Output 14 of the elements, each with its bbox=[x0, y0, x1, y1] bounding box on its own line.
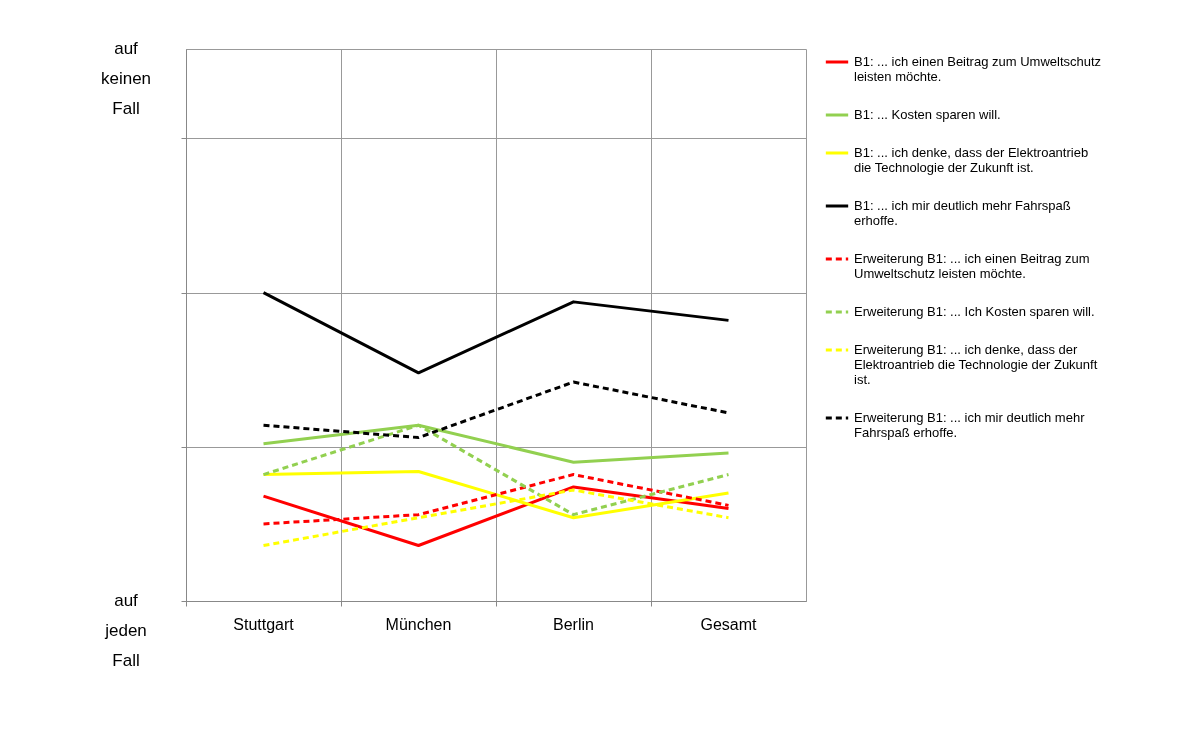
x-tick-label: Stuttgart bbox=[233, 615, 295, 633]
legend-label: Erweiterung B1: ... ich einen Beitrag zum Umweltschutz leisten möchte. bbox=[854, 251, 1090, 281]
legend-label: B1: ... ich mir deutlich mehr Fahrspaß erhoffe. bbox=[854, 198, 1071, 228]
legend-label: Erweiterung B1: ... Ich Kosten sparen will. bbox=[854, 304, 1095, 319]
x-tick-label: Gesamt bbox=[700, 615, 758, 633]
legend-label: B1: ... Kosten sparen will. bbox=[854, 107, 1001, 122]
x-tick-label: München bbox=[385, 615, 452, 633]
legend-label: Erweiterung B1: ... ich mir deutlich mehr Fahrspaß erhoffe. bbox=[854, 410, 1086, 440]
legend-label: Erweiterung B1: ... ich denke, dass der Elektroantrieb die Technologie der Zukunft ist. bbox=[854, 342, 1098, 387]
legend-label: B1: ... ich denke, dass der Elektroantrieb die Technologie der Zukunft ist. bbox=[854, 145, 1089, 175]
legend-label: B1: ... ich einen Beitrag zum Umweltschutz leisten möchte. bbox=[854, 54, 1102, 84]
text: auf jeden Fall bbox=[104, 591, 147, 670]
x-tick-label: Berlin bbox=[553, 615, 594, 633]
text: auf keinen Fall bbox=[100, 39, 152, 118]
